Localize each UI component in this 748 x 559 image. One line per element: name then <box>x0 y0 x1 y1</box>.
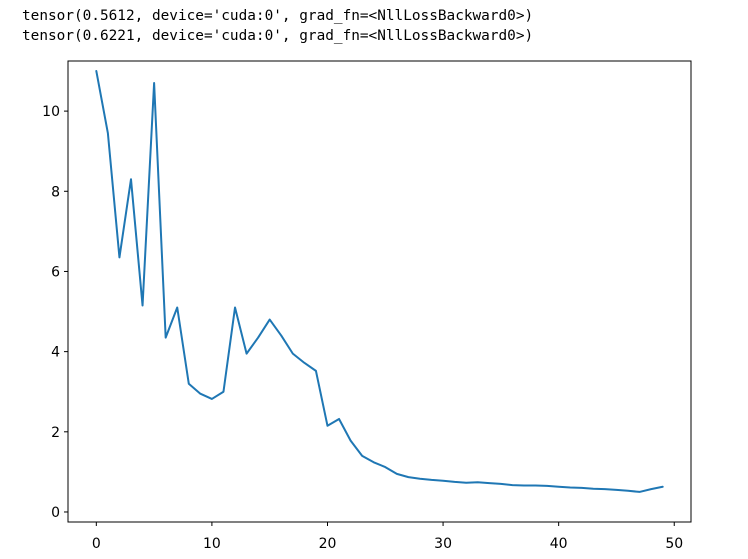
x-tick-label: 20 <box>319 536 337 552</box>
x-tick-label: 30 <box>434 536 452 552</box>
y-tick-label: 2 <box>51 425 60 441</box>
x-tick-label: 0 <box>92 536 101 552</box>
x-tick-label: 40 <box>550 536 568 552</box>
tick-labels: 0 10 20 30 40 50 0 2 4 6 8 10 <box>42 104 683 552</box>
plot-area <box>95 70 664 493</box>
series-line <box>95 70 664 493</box>
axis-ticks <box>64 110 675 526</box>
y-tick-label: 6 <box>51 264 60 280</box>
output-line: tensor(0.6221, device='cuda:0', grad_fn=… <box>22 28 534 44</box>
y-tick-label: 8 <box>51 184 60 200</box>
cell-output-text: tensor(0.5612, device='cuda:0', grad_fn=… <box>22 0 748 50</box>
y-tick-label: 10 <box>42 104 60 120</box>
x-tick-label: 10 <box>203 536 221 552</box>
x-tick-label: 50 <box>665 536 683 552</box>
y-tick-label: 4 <box>51 345 60 361</box>
output-line: tensor(0.5612, device='cuda:0', grad_fn=… <box>22 8 534 24</box>
y-tick-label: 0 <box>51 505 60 521</box>
axes-frame <box>67 60 692 523</box>
